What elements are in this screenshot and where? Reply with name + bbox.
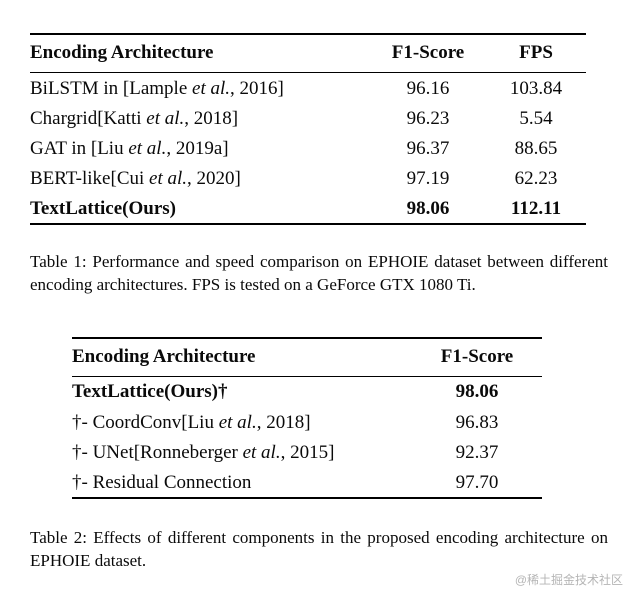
cell-fps: 5.54 [519, 107, 553, 129]
table2-caption: Table 2: Effects of different components… [30, 528, 608, 570]
cell-fps: 88.65 [514, 137, 558, 159]
label-text: †- CoordConv[Liu [72, 411, 219, 433]
col-header-f1-score: F1-Score [412, 337, 542, 377]
cell-architecture: †- UNet[Ronneberger et al., 2015] [72, 437, 412, 467]
citation-et-al: et al. [218, 411, 257, 433]
label-text: , 2016] [230, 77, 284, 99]
cell-fps: 112.11 [510, 197, 562, 219]
cell-architecture: †- Residual Connection [72, 467, 412, 498]
table1-caption: Table 1: Performance and speed compariso… [30, 252, 608, 295]
table-row: Chargrid[Katti et al., 2018] 96.23 5.54 [30, 103, 586, 133]
cell-f1-score: 92.37 [455, 441, 499, 463]
cell-architecture: †- CoordConv[Liu et al., 2018] [72, 407, 412, 437]
table-header-row: Encoding Architecture F1-Score [72, 337, 542, 377]
table-row: BERT-like[Cui et al., 2020] 97.19 62.23 [30, 163, 586, 193]
cell-architecture: TextLattice(Ours) [30, 193, 370, 224]
cell-f1-score: 96.16 [406, 77, 450, 99]
table-row: BiLSTM in [Lample et al., 2016] 96.16 10… [30, 73, 586, 104]
col-header-encoding-architecture: Encoding Architecture [72, 337, 412, 377]
label-text: , 2019a] [166, 137, 229, 159]
cell-f1-score: 96.23 [406, 107, 450, 129]
cell-fps: 103.84 [509, 77, 563, 99]
citation-et-al: et al. [149, 167, 188, 189]
cell-f1-score: 98.06 [455, 381, 499, 403]
col-header-f1-score: F1-Score [370, 34, 486, 73]
cell-architecture: BiLSTM in [Lample et al., 2016] [30, 73, 370, 104]
table-row-ours: TextLattice(Ours)† 98.06 [72, 376, 542, 407]
cell-architecture: TextLattice(Ours)† [72, 376, 412, 407]
label-text: GAT in [Liu [30, 137, 129, 159]
cell-f1-score: 97.70 [455, 471, 499, 493]
table-row: GAT in [Liu et al., 2019a] 96.37 88.65 [30, 133, 586, 163]
label-text: BiLSTM in [Lample [30, 77, 193, 99]
col-header-encoding-architecture: Encoding Architecture [30, 34, 370, 73]
label-text: †- UNet[Ronneberger [72, 441, 243, 463]
label-text: †- Residual Connection [72, 471, 252, 493]
label-text: TextLattice(Ours)† [72, 381, 228, 403]
table2-ablation: Encoding Architecture F1-Score TextLatti… [72, 336, 542, 500]
table-header-row: Encoding Architecture F1-Score FPS [30, 34, 586, 73]
cell-f1-score: 98.06 [406, 197, 450, 219]
label-text: TextLattice(Ours) [30, 197, 176, 219]
cell-architecture: GAT in [Liu et al., 2019a] [30, 133, 370, 163]
citation-et-al: et al. [242, 441, 281, 463]
label-text: BERT-like[Cui [30, 167, 150, 189]
label-text: , 2020] [187, 167, 241, 189]
table1-performance-comparison: Encoding Architecture F1-Score FPS BiLST… [30, 33, 586, 226]
cell-f1-score: 96.37 [406, 137, 450, 159]
label-text: , 2018] [184, 107, 239, 129]
citation-et-al: et al. [192, 77, 231, 99]
cell-f1-score: 96.83 [455, 411, 499, 433]
label-text: Chargrid[Katti [30, 107, 147, 129]
table-row: †- Residual Connection 97.70 [72, 467, 542, 498]
label-text: , 2018] [256, 411, 311, 433]
col-header-fps: FPS [486, 34, 586, 73]
cell-architecture: BERT-like[Cui et al., 2020] [30, 163, 370, 193]
cell-fps: 62.23 [514, 167, 558, 189]
citation-et-al: et al. [128, 137, 167, 159]
table-row: †- CoordConv[Liu et al., 2018] 96.83 [72, 407, 542, 437]
citation-et-al: et al. [146, 107, 185, 129]
label-text: , 2015] [280, 441, 335, 463]
table-row: †- UNet[Ronneberger et al., 2015] 92.37 [72, 437, 542, 467]
table-row-ours: TextLattice(Ours) 98.06 112.11 [30, 193, 586, 224]
cell-f1-score: 97.19 [406, 167, 450, 189]
watermark: @稀土掘金技术社区 [514, 573, 623, 587]
cell-architecture: Chargrid[Katti et al., 2018] [30, 103, 370, 133]
